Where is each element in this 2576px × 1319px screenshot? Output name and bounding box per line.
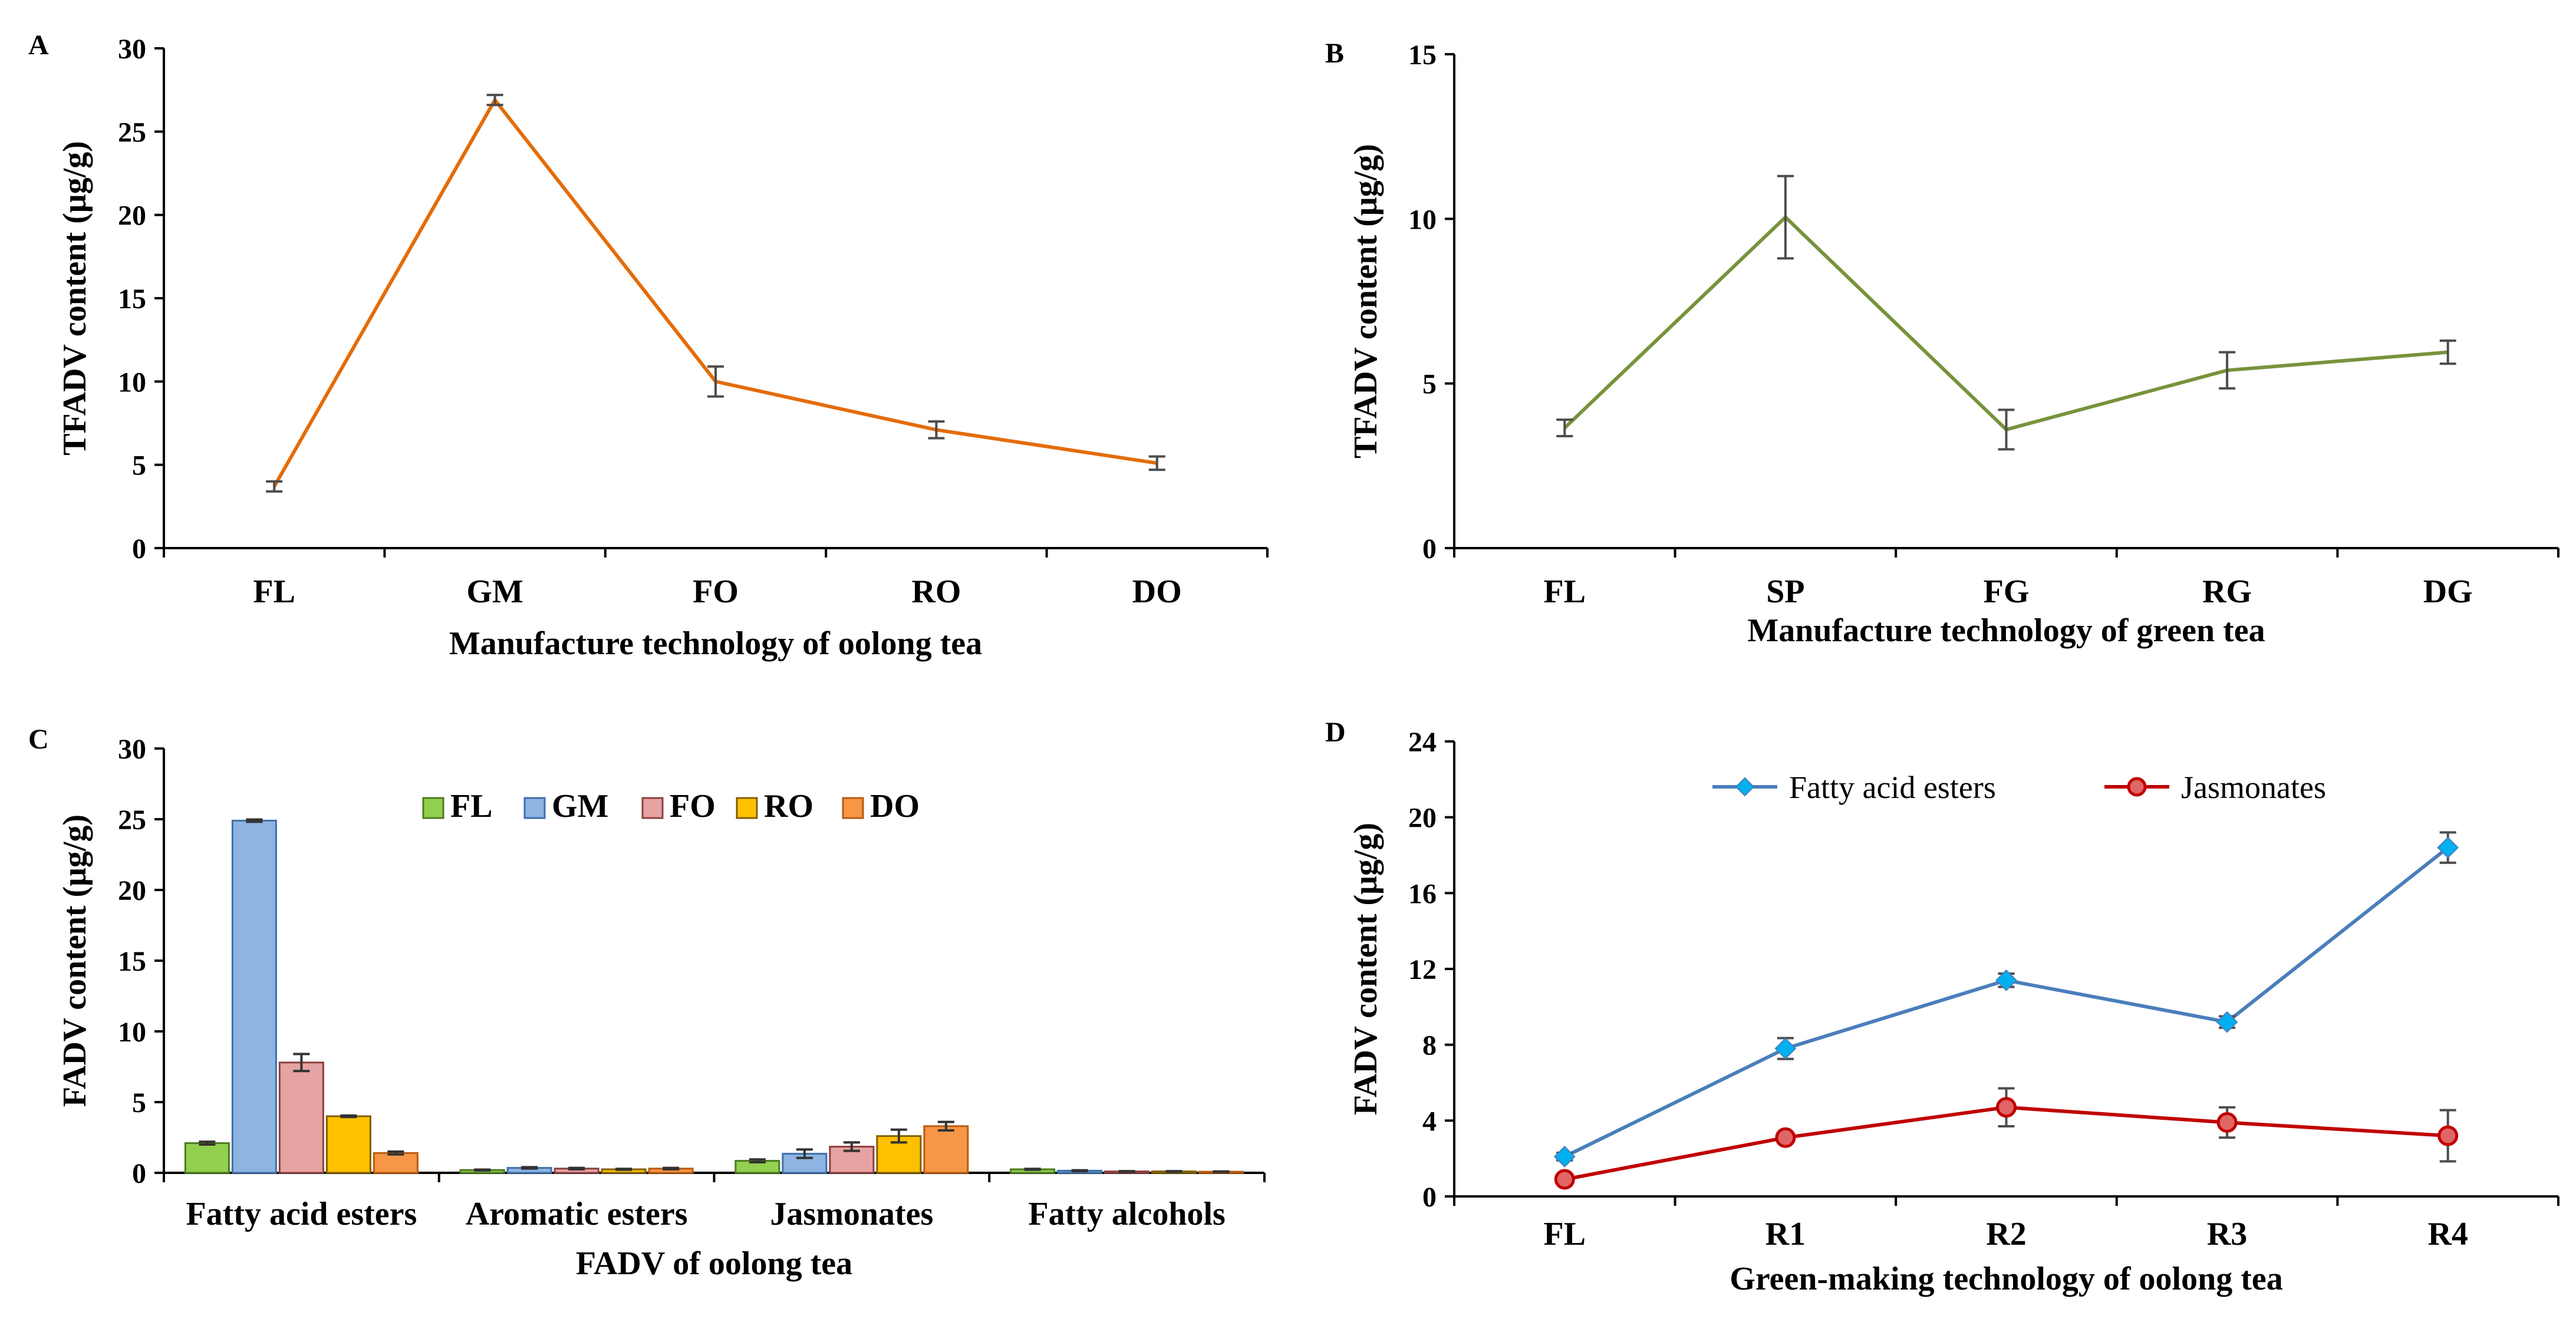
y-tick-label: 30: [118, 34, 146, 65]
x-tick-label: FO: [693, 573, 739, 610]
y-tick-label: 4: [1422, 1106, 1437, 1137]
data-point: [1774, 1037, 1797, 1060]
y-tick-label: 20: [1408, 803, 1437, 834]
x-tick-label: FL: [1544, 1216, 1586, 1252]
y-axis-title: TFADV content (μg/g): [1348, 144, 1384, 459]
y-tick-label: 0: [132, 1158, 146, 1189]
y-tick-label: 10: [118, 1017, 146, 1048]
y-tick-label: 24: [1408, 727, 1437, 758]
y-tick-label: 8: [1422, 1030, 1437, 1061]
x-tick-label: Fatty acid esters: [186, 1196, 417, 1232]
x-tick-label: R1: [1765, 1216, 1806, 1252]
panel-letter: B: [1325, 38, 1344, 69]
panel-b: B 0 5 10 15 FL SP FG RG DG Manufacture technology …: [1325, 38, 2559, 649]
bar: [923, 1125, 969, 1174]
data-point: [1995, 969, 2017, 991]
data-point: [2437, 836, 2459, 859]
legend-swatch: [422, 797, 444, 819]
y-tick-label: 5: [132, 1087, 146, 1119]
y-axis-title: TFADV content (μg/g): [57, 141, 93, 456]
x-tick-label: Jasmonates: [770, 1196, 933, 1232]
y-tick-label: 12: [1408, 954, 1437, 985]
y-axis-title: FADV content (μg/g): [1348, 823, 1384, 1115]
data-point: [1554, 1169, 1575, 1190]
y-tick-label: 0: [1422, 1182, 1437, 1213]
legend-marker: [1735, 777, 1755, 797]
legend-swatch: [523, 797, 546, 819]
y-tick-label: 15: [118, 946, 146, 977]
bar: [184, 1142, 230, 1174]
legend-swatch: [641, 797, 664, 819]
series-line: [272, 97, 1158, 487]
x-tick-label: Aromatic esters: [466, 1196, 688, 1232]
y-tick-label: 25: [118, 804, 146, 836]
data-point: [1996, 1097, 2017, 1118]
panel-letter: D: [1325, 717, 1346, 748]
y-tick-label: 16: [1408, 878, 1437, 909]
x-tick-label: SP: [1766, 573, 1804, 610]
panel-d: D 0 4 8 12 16 20 24 FL R1 R2 R3 R4 Green-making techn…: [1325, 717, 2559, 1297]
x-tick-label: FL: [253, 573, 295, 610]
y-tick-label: 30: [118, 734, 146, 765]
x-tick-label: DO: [1132, 573, 1182, 610]
y-tick-label: 20: [118, 200, 146, 232]
legend-label: DO: [870, 788, 920, 825]
legend-label: FO: [670, 788, 716, 825]
legend-label: Fatty acid esters: [1789, 770, 1996, 805]
data-point: [2437, 1125, 2459, 1146]
panel-letter: A: [28, 29, 49, 61]
y-tick-label: 10: [118, 367, 146, 398]
legend-marker: [2127, 777, 2147, 797]
y-tick-label: 0: [132, 533, 146, 565]
y-tick-label: 15: [1408, 39, 1437, 71]
legend-label: FL: [450, 788, 493, 825]
y-tick-label: 10: [1408, 204, 1437, 235]
y-tick-label: 5: [132, 450, 146, 482]
x-axis-title: Green-making technology of oolong tea: [1730, 1261, 2282, 1297]
bar: [373, 1152, 419, 1174]
bar: [278, 1061, 324, 1174]
y-axis-title: FADV content (μg/g): [57, 815, 93, 1107]
x-tick-label: GM: [466, 573, 523, 610]
panel-c: C 0 5 10 15 20 25 30 Fatty acid esters Aromatic e…: [28, 724, 1266, 1282]
legend-swatch: [736, 797, 758, 819]
x-tick-label: RO: [911, 573, 961, 610]
data-point: [2216, 1112, 2238, 1133]
data-point: [1775, 1127, 1796, 1148]
x-axis-title: FADV of oolong tea: [576, 1245, 852, 1282]
y-tick-label: 25: [118, 117, 146, 148]
panel-a: A 0 5 10 15 20 25 30 FL GM FO RO DO Manufacture techn…: [28, 29, 1269, 662]
x-tick-label: R4: [2427, 1216, 2468, 1252]
x-tick-label: DG: [2423, 573, 2473, 610]
y-tick-label: 20: [118, 875, 146, 906]
legend-label: Jasmonates: [2181, 770, 2326, 805]
legend-label: GM: [552, 788, 608, 825]
panel-letter: C: [28, 724, 49, 755]
legend-label: RO: [764, 788, 813, 825]
x-axis-title: Manufacture technology of green tea: [1747, 612, 2265, 649]
bar: [325, 1115, 371, 1174]
y-tick-label: 0: [1422, 533, 1437, 565]
bar: [829, 1146, 875, 1174]
x-axis-title: Manufacture technology of oolong tea: [449, 625, 982, 662]
y-tick-label: 5: [1422, 369, 1437, 400]
x-tick-label: Fatty alcohols: [1028, 1196, 1225, 1232]
legend-swatch: [842, 797, 864, 819]
x-tick-label: R2: [1986, 1216, 2026, 1252]
data-point: [2216, 1011, 2238, 1033]
x-tick-label: FL: [1544, 573, 1586, 610]
x-tick-label: FG: [1984, 573, 2030, 610]
y-tick-label: 15: [118, 283, 146, 315]
data-point: [1553, 1146, 1576, 1168]
series-line: [1563, 215, 2448, 432]
bar: [231, 819, 277, 1174]
x-tick-label: R3: [2207, 1216, 2247, 1252]
x-tick-label: RG: [2202, 573, 2252, 610]
